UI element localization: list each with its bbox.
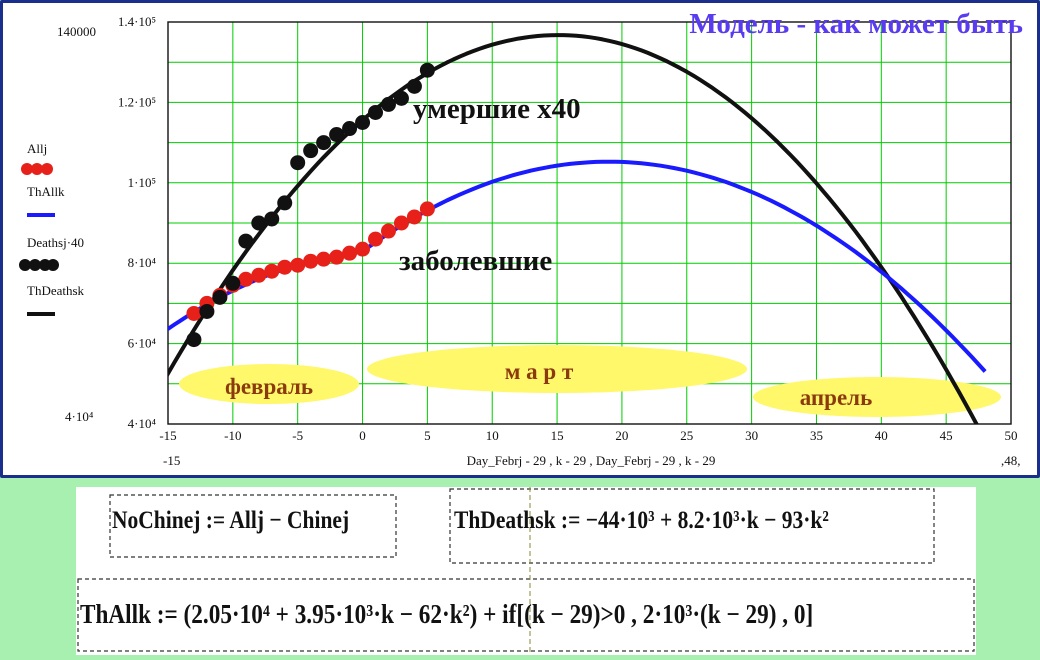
data-point-deaths <box>316 135 332 151</box>
data-point-deaths <box>368 104 384 120</box>
x-tick-label: 15 <box>551 428 564 443</box>
data-point-deaths <box>251 215 267 231</box>
data-point-all <box>316 251 332 267</box>
month-ellipse-mar <box>367 345 747 393</box>
formula-thdeaths: ThDeathsk := −44·10³ + 8.2·10³·k − 93·k² <box>454 507 829 534</box>
y-tick-label: 4·10⁴ <box>128 416 157 431</box>
data-point-deaths <box>329 127 345 143</box>
x-tick-label: -15 <box>159 428 176 443</box>
x-extra-right: ,48, <box>1001 453 1021 468</box>
month-label-apr: апрель <box>800 385 873 410</box>
y-tick-label: 8·10⁴ <box>128 255 157 270</box>
data-point-all <box>238 271 254 287</box>
x-tick-label: 10 <box>486 428 499 443</box>
x-tick-label: 20 <box>615 428 628 443</box>
x-tick-label: 5 <box>424 428 431 443</box>
legend-label-deaths: Deathsj·40 <box>27 235 84 250</box>
data-point-deaths <box>186 332 202 348</box>
x-axis-label: Day_Febrj - 29 , k - 29 , Day_Febrj - 29… <box>467 453 716 468</box>
data-point-all <box>393 215 409 231</box>
formula-nochine: NoChinej := Allj − Chinej <box>112 507 350 534</box>
legend: Allj ThAllk Deathsj·40 ThDeathsk <box>19 141 85 316</box>
formula-frame-1 <box>109 494 397 558</box>
data-point-deaths <box>380 96 396 112</box>
legend-swatch-deaths <box>19 259 59 271</box>
data-point-deaths <box>393 90 409 106</box>
formula-thall: ThAllk := (2.05·10⁴ + 3.95·10³·k − 62·k²… <box>80 599 814 629</box>
data-point-all <box>355 241 371 257</box>
data-point-deaths <box>303 143 319 159</box>
y-tick-label: 1.4·10⁵ <box>118 14 156 29</box>
x-tick-label: 30 <box>745 428 758 443</box>
data-point-deaths <box>419 62 435 78</box>
data-point-deaths <box>238 233 254 249</box>
x-tick-label: 0 <box>359 428 366 443</box>
y-extra-top: 140000 <box>57 24 96 39</box>
data-point-deaths <box>290 155 306 171</box>
data-point-all <box>303 253 319 269</box>
x-tick-label: 45 <box>940 428 953 443</box>
plot-frame <box>167 21 1012 425</box>
series-line-thdeaths <box>168 33 979 424</box>
legend-swatch-all <box>21 163 53 175</box>
formula-frame-3 <box>77 578 975 652</box>
y-tick-label: 1·10⁵ <box>128 175 156 190</box>
data-point-deaths <box>212 289 228 305</box>
data-point-deaths <box>355 115 371 130</box>
y-tick-label: 6·10⁴ <box>128 336 157 351</box>
annotation-cases: заболевшие <box>399 245 552 277</box>
y-extra-bottom: 4·10⁴ <box>65 409 94 424</box>
y-tick-label: 1.2·10⁵ <box>118 94 156 109</box>
data-point-all <box>264 263 280 279</box>
legend-label-thdeaths: ThDeathsk <box>27 283 85 298</box>
chart-panel: -15 -10 -5 0 5 10 15 20 25 30 35 40 45 50 4·10⁴ 6·10⁴ 8·… <box>0 0 1040 478</box>
data-point-all <box>251 267 267 283</box>
data-point-all <box>329 249 345 265</box>
legend-label-all: Allj <box>27 141 47 156</box>
x-tick-label: 40 <box>875 428 888 443</box>
data-point-all <box>277 259 293 275</box>
month-label-mar: м а р т <box>505 359 574 384</box>
data-point-deaths <box>264 211 280 227</box>
x-extra-left: -15 <box>163 453 180 468</box>
data-point-all <box>342 245 358 261</box>
x-tick-label: 25 <box>680 428 693 443</box>
x-tick-label: -5 <box>292 428 303 443</box>
data-point-all <box>419 201 435 217</box>
chart-title: Модель - как может быть <box>689 8 1023 40</box>
data-point-all <box>186 305 202 321</box>
data-point-all <box>290 257 306 273</box>
formula-frames <box>77 487 975 655</box>
chart: -15 -10 -5 0 5 10 15 20 25 30 35 40 45 50 4·10⁴ 6·10⁴ 8·… <box>19 8 1023 468</box>
formula-frame-2 <box>449 488 935 564</box>
month-ellipse-feb <box>179 364 359 404</box>
month-label-feb: февраль <box>225 374 313 399</box>
data-point-deaths <box>406 78 422 94</box>
data-point-deaths <box>199 303 215 319</box>
month-ellipse-apr <box>753 377 1001 417</box>
data-point-all <box>368 231 384 247</box>
data-point-deaths <box>342 121 358 137</box>
x-tick-label: 50 <box>1005 428 1018 443</box>
formula-panel: NoChinej := Allj − Chinej ThDeathsk := −… <box>76 487 976 655</box>
data-point-all <box>406 209 422 225</box>
data-point-deaths <box>225 275 241 291</box>
data-point-deaths <box>277 195 293 211</box>
x-tick-label: -10 <box>224 428 241 443</box>
data-point-all <box>380 223 396 239</box>
x-tick-label: 35 <box>810 428 823 443</box>
legend-label-thall: ThAllk <box>27 184 65 199</box>
annotation-deaths: умершие x40 <box>413 93 581 125</box>
